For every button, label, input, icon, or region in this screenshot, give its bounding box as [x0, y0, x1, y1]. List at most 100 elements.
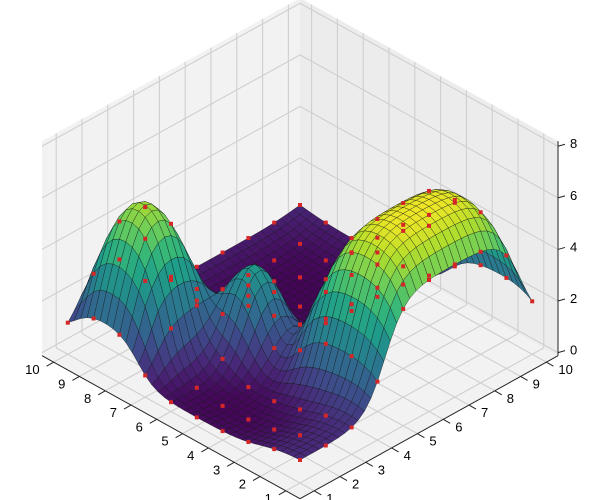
data-point-marker — [401, 222, 406, 227]
data-point-marker — [298, 304, 302, 309]
data-point-marker — [194, 264, 199, 269]
right-axis-tick-label: 4 — [404, 448, 411, 463]
surface-mesh — [67, 189, 533, 461]
data-point-marker — [401, 201, 406, 206]
surface-facet — [293, 453, 307, 461]
left-axis-tick-label: 3 — [213, 462, 220, 477]
data-point-marker — [143, 373, 148, 378]
z-axis-tick-label: 0 — [570, 343, 577, 358]
data-point-marker — [427, 188, 431, 193]
z-axis-tick-label: 4 — [570, 239, 577, 254]
data-point-marker — [246, 385, 251, 390]
data-point-marker — [272, 399, 277, 404]
right-axis-tick-label: 8 — [507, 391, 514, 406]
data-point-marker — [194, 303, 199, 308]
z-axis-tick-label: 2 — [570, 291, 577, 306]
data-point-marker — [298, 433, 302, 438]
data-point-marker — [117, 257, 122, 262]
right-axis-tick-label: 9 — [533, 376, 540, 391]
data-point-marker — [272, 346, 277, 351]
data-point-marker — [298, 241, 302, 246]
data-point-marker — [452, 262, 457, 267]
data-point-marker — [401, 282, 406, 287]
data-point-marker — [478, 263, 483, 268]
data-point-marker — [169, 221, 173, 226]
data-point-marker — [375, 235, 380, 240]
data-point-marker — [143, 278, 148, 283]
data-point-marker — [349, 236, 354, 241]
data-point-marker — [91, 271, 96, 276]
data-point-marker — [530, 299, 535, 304]
data-point-marker — [401, 228, 406, 233]
data-point-marker — [349, 272, 354, 277]
data-point-marker — [298, 407, 302, 412]
data-point-marker — [375, 294, 380, 299]
data-point-marker — [375, 285, 380, 290]
data-point-marker — [349, 425, 354, 430]
data-point-marker — [478, 210, 483, 215]
left-axis-tick-label: 10 — [25, 362, 39, 377]
data-point-marker — [272, 447, 277, 452]
data-point-marker — [194, 385, 199, 390]
z-axis-tick-label: 6 — [570, 188, 577, 203]
data-point-marker — [194, 298, 199, 303]
data-point-marker — [452, 198, 457, 203]
data-point-marker — [323, 277, 328, 282]
left-axis-tick-label: 6 — [136, 419, 143, 434]
left-axis-tick-label: 9 — [58, 376, 65, 391]
data-point-marker — [323, 220, 328, 225]
data-point-marker — [143, 236, 148, 241]
left-axis-tick-label: 1 — [265, 491, 272, 500]
data-point-marker — [323, 413, 328, 418]
data-point-marker — [375, 216, 380, 221]
z-axis-tick-label: 8 — [570, 136, 577, 151]
data-point-marker — [298, 348, 302, 353]
left-axis-tick-label: 4 — [187, 448, 194, 463]
data-point-marker — [220, 429, 225, 434]
data-point-marker — [143, 205, 148, 210]
data-point-marker — [169, 278, 173, 283]
data-point-marker — [246, 417, 251, 422]
data-point-marker — [272, 290, 277, 295]
data-point-marker — [117, 332, 122, 337]
data-point-marker — [246, 303, 251, 308]
data-point-marker — [452, 200, 457, 205]
data-point-marker — [349, 250, 354, 255]
data-point-marker — [349, 302, 354, 307]
data-point-marker — [246, 439, 251, 444]
right-axis-tick-label: 5 — [429, 434, 436, 449]
data-point-marker — [194, 287, 199, 292]
data-point-marker — [323, 321, 328, 326]
data-point-marker — [220, 312, 225, 317]
data-point-marker — [504, 275, 509, 280]
data-point-marker — [427, 212, 431, 217]
data-point-marker — [298, 457, 302, 462]
data-point-marker — [375, 379, 380, 384]
data-point-marker — [194, 415, 199, 420]
tick-labels: 1 2 3 4 5 6 7 8 9 10 1 2 3 4 5 6 7 8 9 10 0 2 4 6 8 — [25, 136, 577, 500]
data-point-marker — [401, 306, 406, 311]
data-point-marker — [298, 275, 302, 280]
data-point-marker — [323, 443, 328, 448]
data-point-marker — [272, 279, 277, 284]
data-point-marker — [323, 341, 328, 346]
left-axis-tick-label: 8 — [84, 391, 91, 406]
data-point-marker — [452, 264, 457, 269]
right-axis-tick-label: 3 — [378, 462, 385, 477]
axis-lines — [41, 141, 566, 500]
right-axis-tick-label: 6 — [455, 419, 462, 434]
data-point-marker — [220, 403, 225, 408]
left-axis-tick-label: 5 — [161, 434, 168, 449]
data-point-marker — [375, 262, 380, 267]
right-axis-tick-label: 7 — [481, 405, 488, 420]
data-point-marker — [323, 289, 328, 294]
right-axis-tick-label: 10 — [558, 362, 572, 377]
data-point-marker — [169, 326, 173, 331]
data-point-marker — [91, 316, 96, 321]
right-axis-tick-label: 2 — [352, 477, 359, 492]
data-point-marker — [117, 219, 122, 224]
left-axis-tick-label: 7 — [110, 405, 117, 420]
data-point-marker — [349, 308, 354, 313]
data-point-marker — [220, 287, 225, 292]
